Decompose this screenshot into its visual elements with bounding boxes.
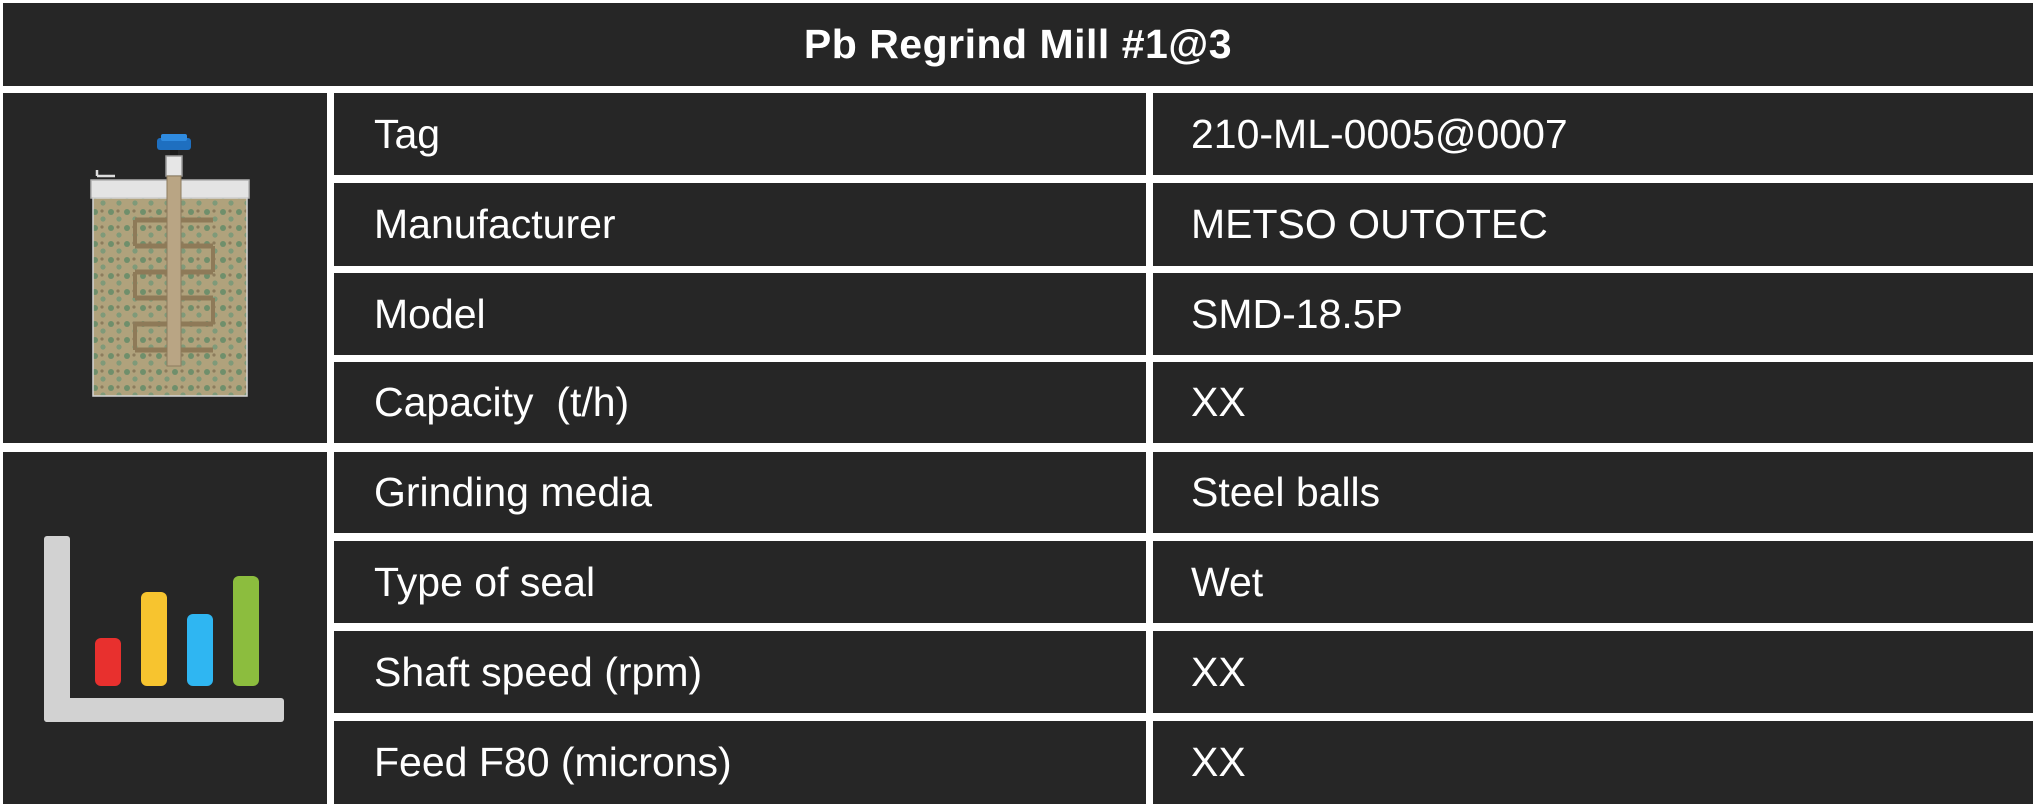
value-manufacturer: METSO OUTOTEC — [1153, 183, 2033, 266]
mill-tank-icon — [75, 128, 255, 408]
value-shaft-speed: XX — [1153, 631, 2033, 713]
specs-icon-cell — [3, 452, 327, 804]
page-title: Pb Regrind Mill #1@3 — [3, 3, 2033, 86]
value-type-of-seal: Wet — [1153, 541, 2033, 623]
label-grinding-media: Grinding media — [334, 452, 1146, 533]
value-model: SMD-18.5P — [1153, 273, 2033, 355]
label-feed-f80: Feed F80 (microns) — [334, 721, 1146, 804]
value-capacity: XX — [1153, 362, 2033, 443]
bar-red — [95, 638, 121, 686]
bar-chart-icon — [40, 528, 290, 728]
label-manufacturer: Manufacturer — [334, 183, 1146, 266]
bar-green — [233, 576, 259, 686]
value-feed-f80: XX — [1153, 721, 2033, 804]
label-type-of-seal: Type of seal — [334, 541, 1146, 623]
label-model: Model — [334, 273, 1146, 355]
value-tag: 210-ML-0005@0007 — [1153, 93, 2033, 175]
bar-blue — [187, 614, 213, 686]
value-grinding-media: Steel balls — [1153, 452, 2033, 533]
label-shaft-speed: Shaft speed (rpm) — [334, 631, 1146, 713]
label-capacity: Capacity (t/h) — [334, 362, 1146, 443]
label-tag: Tag — [334, 93, 1146, 175]
equipment-icon-cell — [3, 93, 327, 443]
bar-yellow — [141, 592, 167, 686]
